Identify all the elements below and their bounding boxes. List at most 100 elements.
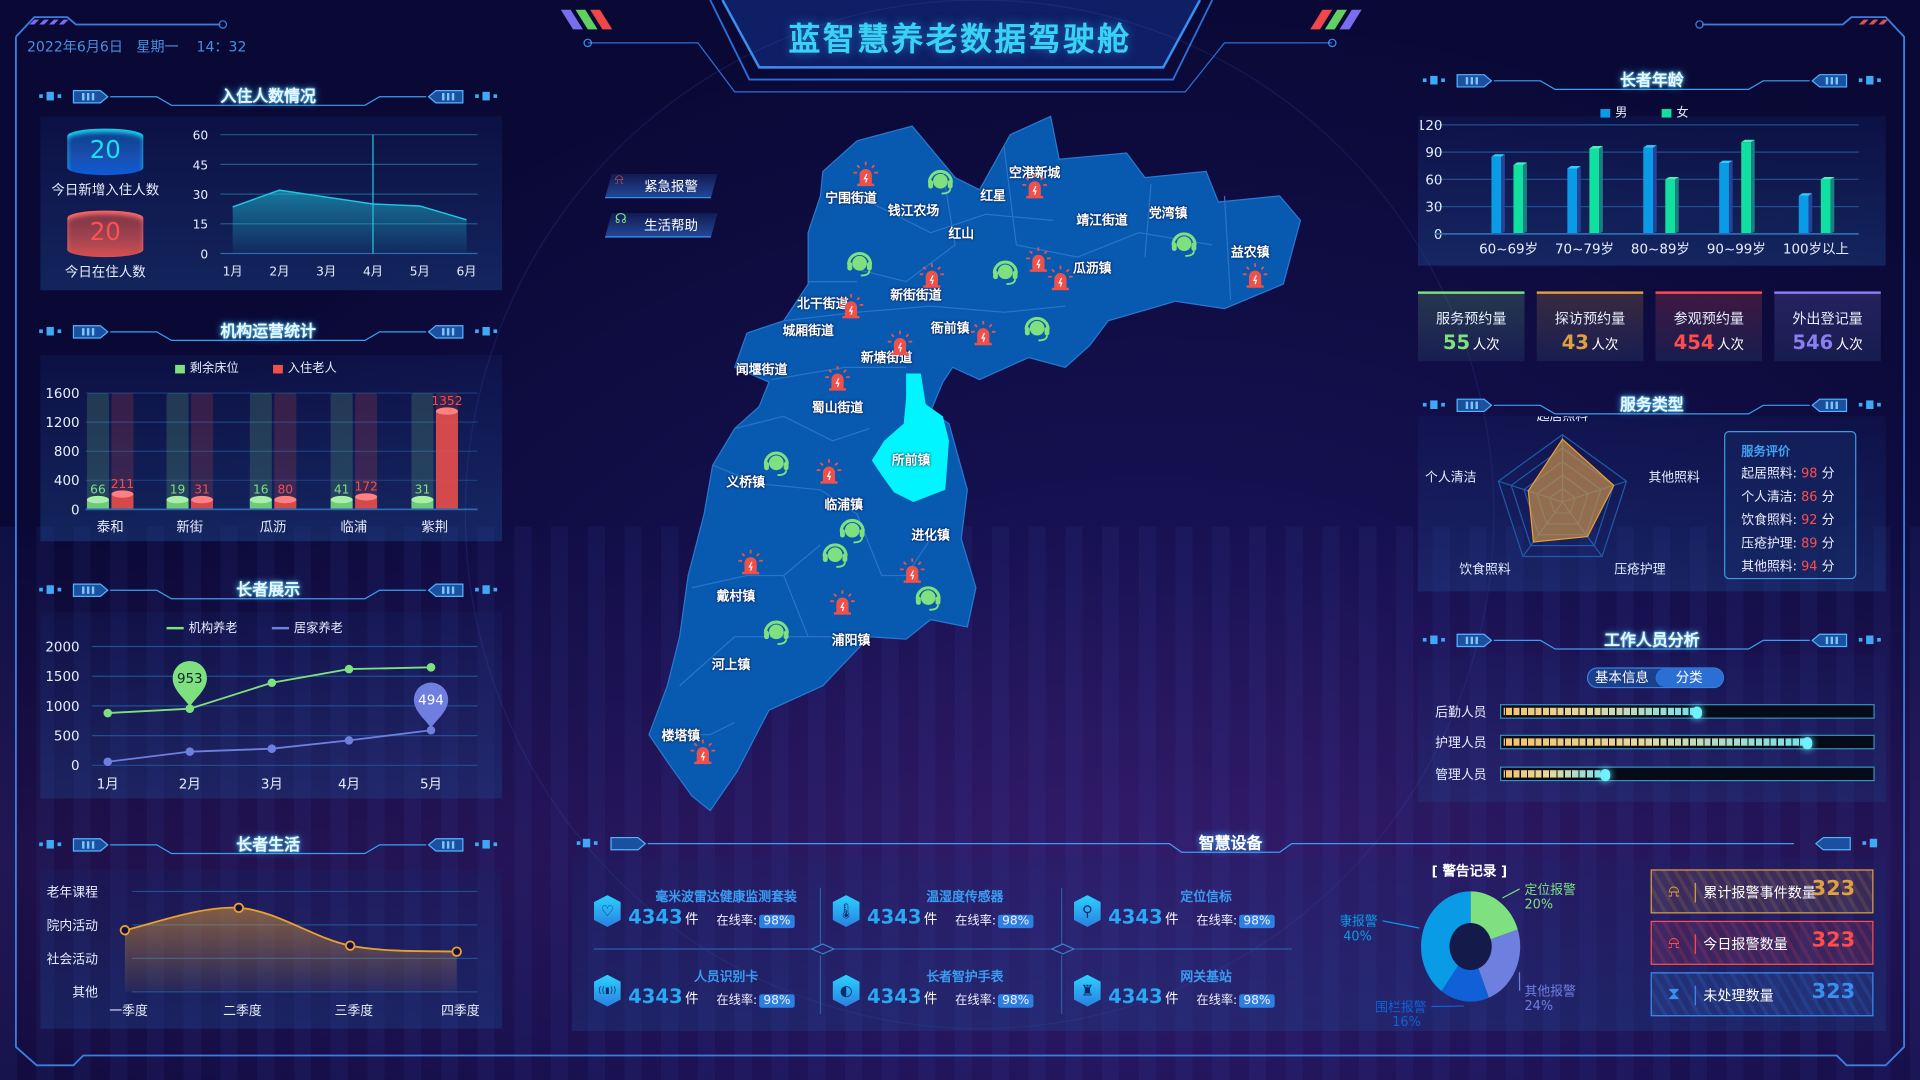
bar-side — [1751, 139, 1755, 234]
bar-top — [1719, 160, 1733, 164]
device-item[interactable]: ♡ 毫米波雷达健康监测套装 4343 件在线率: 98% — [593, 888, 827, 949]
alarm-card[interactable]: ⍾ 累计报警事件数量 323 — [1650, 869, 1874, 914]
map-region-label[interactable]: 闻堰街道 — [735, 363, 788, 378]
bar — [435, 411, 458, 510]
alarm-card[interactable]: ⧗ 未处理数量 323 — [1650, 972, 1874, 1017]
bar — [86, 499, 109, 510]
headset-icon[interactable] — [820, 540, 848, 568]
headset-icon[interactable] — [1022, 313, 1050, 342]
bar — [1798, 195, 1809, 234]
map-region-label[interactable]: 义桥镇 — [726, 475, 766, 491]
headset-icon[interactable] — [926, 167, 953, 195]
stat-card: 服务预约量 55 人次 — [1417, 291, 1525, 362]
headset-icon[interactable] — [845, 249, 873, 277]
siren-icon[interactable] — [1047, 264, 1074, 291]
legend-label: 生活帮助 — [644, 217, 698, 234]
map-region-label[interactable]: 新街街道 — [890, 288, 942, 304]
bar-top — [1665, 176, 1679, 180]
siren-icon[interactable] — [838, 293, 865, 320]
section-title: 机构运营统计 — [220, 323, 316, 342]
map-region-label[interactable]: 益农镇 — [1230, 245, 1270, 261]
map-region-label[interactable]: 空港新城 — [1008, 165, 1061, 181]
map-region-label[interactable]: 河上镇 — [711, 658, 751, 673]
map-region-label[interactable]: 党湾镇 — [1148, 206, 1188, 222]
map-region-label[interactable]: 戴村镇 — [716, 589, 756, 605]
headset-icon[interactable] — [838, 516, 865, 544]
y-tick-label: 0 — [1434, 228, 1443, 243]
stat-label: 外出登记量 — [1792, 309, 1863, 327]
siren-icon[interactable] — [970, 320, 997, 347]
siren-icon[interactable] — [1025, 246, 1052, 273]
device-online-rate: 在线率: 98% — [955, 910, 1033, 929]
map-legend-life-help[interactable]: ☊ 生活帮助 — [604, 210, 718, 238]
evaluation-score: 89 — [1801, 536, 1818, 552]
device-name: 毫米波雷达健康监测套装 — [655, 890, 797, 905]
device-item[interactable]: ⚲ 定位信标 4343 件在线率: 98% — [1073, 888, 1307, 949]
device-item[interactable]: ((▮)) 人员识别卡 4343 件在线率: 98% — [593, 967, 827, 1028]
headset-icon[interactable] — [991, 257, 1018, 286]
pie-slice-name: 定位报警 — [1524, 882, 1576, 898]
evaluation-row: 压疮护理: 89 分 — [1741, 534, 1855, 552]
pie-slice-percent: 40% — [1343, 929, 1372, 944]
divider — [1694, 882, 1696, 903]
map-legend-emergency[interactable]: ⍾ 紧急报警 — [604, 173, 718, 199]
headset-icon[interactable] — [1169, 229, 1197, 257]
online-rate-label: 在线率: — [955, 914, 996, 929]
stat-card: 外出登记量 546 人次 — [1774, 291, 1881, 362]
bar-top — [1643, 145, 1657, 148]
headset-icon: ☊ — [614, 210, 627, 227]
map-region-label[interactable]: 城厢街道 — [782, 323, 834, 339]
siren-icon[interactable] — [1242, 262, 1269, 289]
siren-icon[interactable] — [852, 160, 879, 187]
area-line — [232, 189, 467, 221]
x-tick-label: 3月 — [316, 265, 336, 279]
map-region-label[interactable]: 瓜沥镇 — [1072, 261, 1112, 277]
map-region-label[interactable]: 钱江农场 — [887, 203, 940, 219]
map-region-label[interactable]: 红山 — [948, 227, 975, 242]
siren-icon[interactable] — [816, 458, 843, 485]
map-region-label[interactable]: 宁围街道 — [825, 191, 877, 207]
map-region-label[interactable]: 浦阳镇 — [831, 633, 871, 649]
map-region-label[interactable]: 北干街道 — [797, 296, 849, 312]
radar-indicator-label: 起居照料 — [1537, 416, 1589, 424]
map-region-label[interactable]: 蜀山街道 — [811, 401, 864, 416]
map-region-label[interactable]: 所前镇 — [891, 453, 931, 469]
headset-icon[interactable] — [913, 583, 941, 611]
map-region-label[interactable]: 红星 — [980, 189, 1006, 204]
online-rate-badge: 98% — [759, 914, 795, 929]
siren-icon[interactable] — [887, 329, 914, 356]
siren-icon[interactable] — [824, 365, 851, 392]
alarm-card[interactable]: ⍾ 今日报警数量 323 — [1650, 920, 1874, 965]
siren-icon[interactable] — [829, 589, 856, 616]
data-point — [185, 704, 195, 713]
siren-icon[interactable] — [689, 738, 716, 765]
siren-icon[interactable] — [1021, 173, 1048, 200]
map-region-label[interactable]: 衙前镇 — [930, 321, 970, 337]
siren-icon[interactable] — [737, 549, 764, 576]
x-tick-label: 1月 — [223, 265, 243, 279]
legend-label: 男 — [1615, 106, 1628, 121]
staff-progress-bar — [1500, 734, 1875, 750]
page-title: 蓝智慧养老数据驾驶舱 — [788, 22, 1132, 59]
x-tick-label: 70~79岁 — [1555, 241, 1614, 257]
evaluation-label: 压疮护理 — [1741, 536, 1793, 552]
data-point — [451, 946, 462, 957]
siren-icon[interactable] — [899, 557, 926, 584]
stat-value-row: 43 人次 — [1537, 331, 1644, 354]
map-region-label[interactable]: 临浦镇 — [824, 497, 863, 513]
map-region-label[interactable]: 进化镇 — [911, 528, 950, 544]
map-region-label[interactable]: 楼塔镇 — [661, 729, 701, 744]
device-item[interactable]: ◐ 长者智护手表 4343 件在线率: 98% — [832, 967, 1066, 1028]
headset-icon[interactable] — [762, 617, 789, 646]
device-count-value: 4343 — [866, 984, 922, 1008]
headset-icon[interactable] — [762, 448, 789, 477]
device-item[interactable]: ♜ 网关基站 4343 件在线率: 98% — [1073, 967, 1307, 1028]
tab-basic-info[interactable]: 基本信息 — [1594, 669, 1649, 686]
device-item[interactable]: 🌡 温湿度传感器 4343 件在线率: 98% — [832, 888, 1066, 949]
siren-icon[interactable] — [918, 262, 945, 289]
tab-category[interactable]: 分类 — [1655, 668, 1723, 687]
map-region-label[interactable]: 靖江街道 — [1076, 213, 1128, 229]
data-point — [426, 725, 436, 735]
device-name: 定位信标 — [1180, 890, 1232, 905]
